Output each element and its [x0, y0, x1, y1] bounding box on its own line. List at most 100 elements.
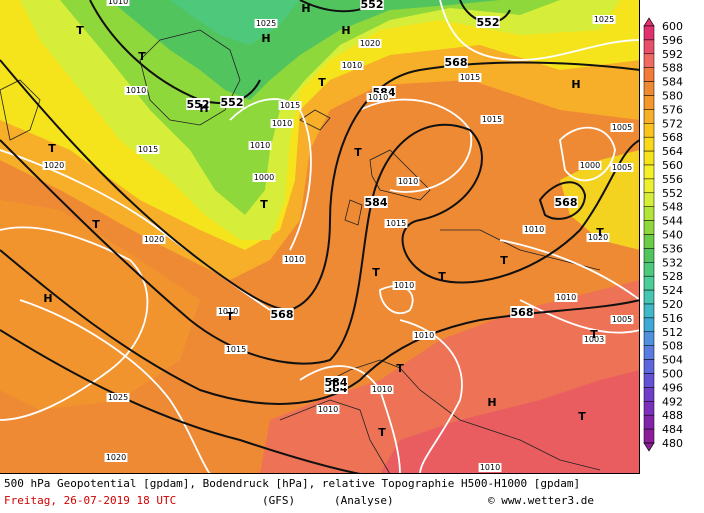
white-isoline: [559, 126, 616, 182]
legend-value: 564: [662, 145, 683, 158]
low-pressure-marker: T: [330, 378, 338, 391]
legend-value: 504: [662, 354, 683, 367]
legend-swatch: [643, 387, 655, 402]
legend-value: 484: [662, 423, 683, 436]
pressure-label-box: [224, 345, 248, 354]
pressure-label: 1010: [250, 141, 270, 150]
legend-swatch: [643, 428, 655, 444]
legend-value: 588: [662, 62, 683, 75]
field-596: [380, 370, 639, 473]
pressure-label-box: [216, 307, 240, 316]
white-isoline: [0, 226, 149, 421]
legend-swatch: [643, 317, 655, 333]
pressure-label-box: [610, 163, 634, 172]
legend-value: 596: [662, 34, 683, 47]
geopotential-label-box: [444, 56, 468, 68]
pressure-label: 1025: [594, 15, 614, 24]
legend-value: 552: [662, 187, 683, 200]
geopotential-label-box: [186, 98, 210, 110]
legend-value: 528: [662, 270, 683, 283]
legend-swatch: [643, 136, 655, 152]
pressure-label: 1020: [144, 235, 164, 244]
legend-swatch: [643, 206, 655, 221]
pressure-label: 1010: [556, 293, 576, 302]
geopotential-label-box: [476, 16, 500, 28]
pressure-label-box: [578, 161, 602, 170]
low-pressure-marker: T: [260, 198, 268, 211]
legend-swatch: [643, 401, 655, 416]
black-isoline: [538, 181, 587, 220]
legend-value: 560: [662, 159, 683, 172]
high-pressure-marker: H: [261, 32, 270, 45]
legend-swatch: [643, 39, 655, 55]
geopotential-label-box: [510, 306, 534, 318]
legend-swatch: [643, 81, 655, 96]
pressure-label: 1000: [580, 161, 600, 170]
legend-value: 492: [662, 395, 683, 408]
high-pressure-marker: H: [199, 102, 208, 115]
low-pressure-marker: T: [354, 146, 362, 159]
pressure-label: 1000: [254, 173, 274, 182]
pressure-label-box: [270, 119, 294, 128]
low-pressure-marker: T: [596, 226, 604, 239]
pressure-label: 1020: [588, 233, 608, 242]
pressure-label-box: [282, 255, 306, 264]
pressure-label: 1010: [272, 119, 292, 128]
legend-value: 548: [662, 201, 683, 214]
pressure-label: 1015: [460, 73, 480, 82]
geopotential-label-box: [554, 196, 578, 208]
low-pressure-marker: T: [226, 310, 234, 323]
legend-swatch: [643, 373, 655, 388]
legend-value: 508: [662, 340, 683, 353]
high-pressure-marker: H: [43, 292, 52, 305]
low-pressure-marker: T: [500, 254, 508, 267]
pressure-label: 1020: [44, 161, 64, 170]
legend-value: 524: [662, 284, 683, 297]
legend-value: 600: [662, 20, 683, 33]
legend-labels: 6005965925885845805765725685645605565525…: [662, 20, 683, 450]
geopotential-label-box: [270, 308, 294, 320]
legend-swatch: [643, 289, 655, 305]
legend-value: 480: [662, 437, 683, 450]
pressure-label-box: [554, 293, 578, 302]
legend-swatch: [643, 248, 655, 263]
white-isoline: [229, 98, 312, 251]
pressure-label: 1010: [524, 225, 544, 234]
pressure-label-box: [610, 315, 634, 324]
pressure-label-box: [106, 0, 130, 6]
coast-eastern-europe: [440, 229, 601, 271]
low-pressure-marker: T: [372, 266, 380, 279]
legend-value: 536: [662, 242, 683, 255]
pressure-label-box: [340, 61, 364, 70]
geopotential-label-box: [360, 0, 384, 10]
coastlines: [0, 29, 601, 473]
legend-value: 572: [662, 117, 683, 130]
pressure-label-box: [586, 233, 610, 242]
geopotential-label: 552: [477, 16, 500, 29]
high-pressure-marker: H: [571, 78, 580, 91]
caption-bar: 500 hPa Geopotential [gpdam], Bodendruck…: [0, 474, 704, 513]
geopotential-label: 584: [325, 376, 348, 389]
pressure-label-box: [316, 405, 340, 414]
pressure-label-box: [592, 15, 616, 24]
low-pressure-marker: T: [396, 362, 404, 375]
low-pressure-marker: T: [438, 270, 446, 283]
legend-swatch: [643, 150, 655, 166]
pressure-label-box: [370, 385, 394, 394]
pressure-label: 1010: [218, 307, 238, 316]
low-pressure-marker: T: [92, 218, 100, 231]
legend-value: 556: [662, 173, 683, 186]
legend-arrow-top: [643, 17, 655, 27]
pressure-label-box: [42, 161, 66, 170]
pressure-label-box: [358, 39, 382, 48]
pressure-label-box: [412, 331, 436, 340]
copyright-link[interactable]: © www.wetter3.de: [488, 494, 594, 507]
pressure-label-box: [252, 173, 276, 182]
legend-value: 544: [662, 215, 683, 228]
legend-swatch: [643, 164, 655, 180]
pressure-label: 1015: [138, 145, 158, 154]
legend-swatch: [643, 345, 655, 360]
coast-iceland: [299, 109, 331, 131]
